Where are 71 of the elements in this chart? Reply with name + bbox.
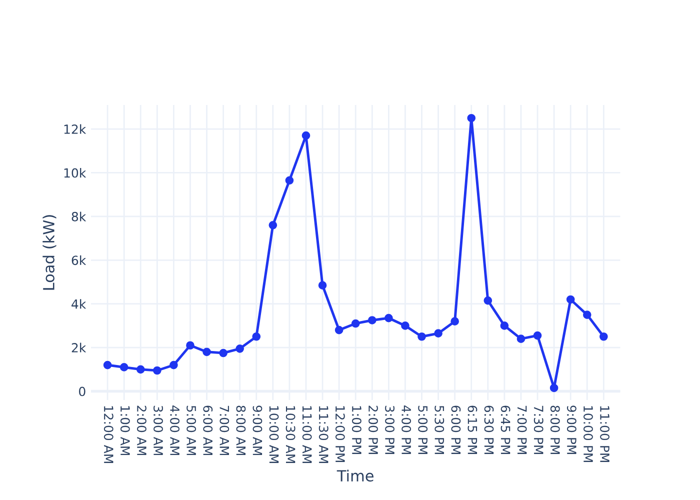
x-tick-label: 8:00 AM (236, 406, 246, 456)
x-axis-title: Time (336, 470, 374, 482)
x-tick-label: 10:30 AM (286, 406, 296, 463)
point (285, 176, 294, 185)
x-tick-label: 1:00 AM (120, 406, 130, 456)
x-tick-label: 3:00 AM (154, 406, 163, 456)
point (599, 332, 608, 341)
point (566, 295, 575, 304)
point (384, 314, 393, 322)
point (334, 326, 344, 334)
point (302, 131, 310, 140)
x-tick-label: 11:00 PM (600, 406, 610, 462)
y-tick-label: 10k (64, 168, 86, 178)
x-tick-label: 6:15 PM (468, 406, 478, 454)
point (434, 329, 442, 338)
point (152, 366, 162, 375)
point (368, 316, 376, 324)
x-tick-label: 7:30 PM (534, 406, 544, 454)
point (268, 221, 278, 230)
y-tick-label: 2k (72, 342, 86, 352)
point (533, 331, 542, 340)
point (186, 341, 194, 350)
x-tick-label: 2:00 AM (136, 406, 146, 456)
point (467, 114, 476, 122)
x-tick-label: 6:30 PM (484, 406, 494, 454)
x-tick-label: 4:00 PM (402, 405, 412, 454)
point (484, 296, 492, 305)
point (236, 344, 244, 353)
y-tick-label: 4k (72, 299, 86, 309)
x-tick-label: 6:00 PM (451, 406, 461, 454)
x-tick-label: 7:00 AM (220, 406, 230, 456)
x-tick-label: 1:00 PM (352, 406, 362, 454)
x-tick-label: 10:00 AM (269, 406, 279, 463)
point (120, 363, 128, 372)
point (401, 322, 410, 330)
point (103, 360, 112, 370)
x-tick-label: 12:00 PM (335, 406, 345, 462)
point (550, 384, 558, 392)
y-axis-title: Load (kW) (42, 215, 56, 290)
point (351, 319, 360, 328)
x-tick-label: 11:00 AM (302, 406, 312, 463)
x-tick-label: 6:45 PM (500, 406, 510, 454)
point (516, 334, 526, 343)
x-tick-label: 8:00 PM (550, 406, 560, 454)
point (252, 332, 261, 341)
x-tick-label: 5:00 PM (418, 406, 428, 454)
point (418, 332, 426, 341)
x-tick-label: 4:00 AM (170, 405, 180, 456)
x-tick-label: 5:00 AM (186, 406, 196, 456)
x-tick-label: 9:00 AM (252, 406, 262, 456)
point (450, 317, 459, 326)
x-tick-label: 6:00 AM (203, 406, 213, 456)
x-tick-label: 10:00 PM (584, 406, 593, 462)
x-tick-label: 7:00 PM (517, 406, 527, 454)
point (170, 360, 178, 370)
point (318, 281, 327, 290)
x-tick-label: 2:00 PM (368, 406, 378, 454)
y-tick-label: 6k (72, 255, 86, 266)
x-tick-label: 3:00 PM (385, 406, 395, 454)
x-tick-label: 12:00 AM (104, 406, 114, 463)
point (136, 365, 145, 374)
y-tick-label: 0 (79, 386, 86, 396)
point (582, 310, 592, 319)
y-tick-label: 8k (72, 212, 86, 222)
x-tick-label: 11:30 AM (318, 406, 328, 463)
point (202, 348, 211, 356)
y-tick-label: 12k (64, 124, 86, 134)
x-tick-label: 5:30 PM (434, 406, 444, 454)
point (500, 322, 509, 330)
point (219, 348, 228, 358)
x-tick-label: 9:00 PM (566, 406, 576, 454)
